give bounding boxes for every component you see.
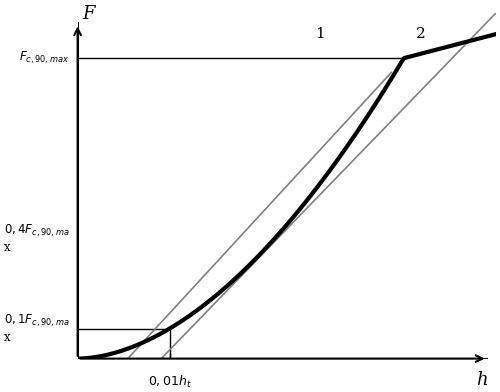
Text: $0,1F_{c,90,ma}$
x: $0,1F_{c,90,ma}$ x [4,313,69,344]
Text: $0,01h_t$: $0,01h_t$ [148,374,192,390]
Text: h: h [476,370,488,388]
Text: $0,4F_{c,90,ma}$
x: $0,4F_{c,90,ma}$ x [4,223,69,254]
Text: $F_{c,90,max}$: $F_{c,90,max}$ [19,50,69,66]
Text: 2: 2 [416,27,426,41]
Text: 1: 1 [316,27,325,41]
Text: F: F [82,5,94,24]
